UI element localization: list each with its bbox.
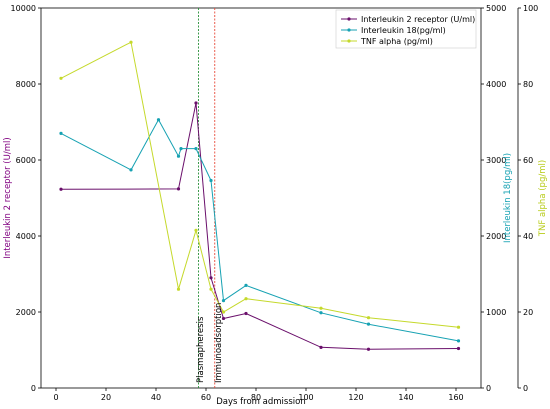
left-axis: 0 2000 4000 6000 8000 10000 — [11, 4, 41, 393]
legend: Interleukin 2 receptor (U/ml) Interleuki… — [335, 9, 477, 49]
plot-frame — [40, 7, 482, 389]
series-point-2 — [59, 76, 63, 80]
x-tick-label: 140 — [398, 393, 413, 402]
interleukin18-axis: 0 1000 2000 3000 4000 5000 — [481, 4, 506, 393]
series-point-1 — [194, 147, 198, 151]
series-point-0 — [244, 311, 248, 316]
x-tick-label: 100 — [298, 393, 313, 402]
left-axis-title: Interleukin 2 receptor (U/ml) — [3, 137, 13, 258]
series-point-1 — [209, 178, 213, 183]
left-tick-label: 0 — [31, 384, 36, 393]
x-tick-label: 80 — [251, 393, 261, 402]
series-point-1 — [59, 131, 63, 135]
series-point-0 — [176, 187, 181, 191]
legend-label-il2r: Interleukin 2 receptor (U/ml) — [361, 15, 475, 24]
right2-tick-label: 0 — [523, 384, 528, 393]
left-tick-label: 4000 — [16, 232, 36, 241]
series-point-1 — [366, 322, 371, 326]
right2-tick-label: 20 — [523, 308, 533, 317]
series-point-0 — [59, 187, 63, 191]
annotation-lines — [198, 8, 216, 388]
right2-axis-title: TNF alpha (pg/ml) — [538, 160, 548, 237]
series-point-1 — [456, 339, 461, 343]
left-tick-label: 2000 — [16, 308, 36, 317]
legend-box — [335, 9, 477, 49]
immunoadsorption-label: Immunoadsorption — [214, 303, 224, 383]
series-line-2 — [60, 41, 459, 328]
right1-tick-label: 5000 — [486, 4, 506, 13]
x-tick-label: 40 — [151, 393, 161, 402]
series-point-2 — [176, 287, 181, 291]
x-tick-label: 160 — [448, 393, 463, 402]
x-tick-label: 0 — [53, 393, 58, 402]
legend-marker-il2r — [347, 17, 351, 21]
legend-label-il18: Interleukin 18(pg/ml) — [361, 26, 446, 35]
series-point-2 — [209, 287, 213, 291]
legend-marker-tnf — [347, 39, 351, 43]
left-tick-label: 8000 — [16, 80, 36, 89]
series-point-2 — [456, 325, 461, 329]
series-point-2 — [129, 40, 133, 44]
right1-tick-label: 3000 — [486, 156, 506, 165]
right1-axis-title: Interleukin 18(pg/ml) — [503, 153, 513, 243]
series-point-1 — [221, 299, 226, 303]
series-point-1 — [176, 154, 181, 158]
series-point-1 — [179, 147, 183, 151]
series-point-1 — [129, 168, 133, 172]
x-axis: 0 20 40 60 80 100 120 140 160 — [53, 388, 464, 402]
legend-label-tnf: TNF alpha (pg/ml) — [360, 37, 433, 46]
right1-tick-label: 2000 — [486, 232, 506, 241]
series-point-0 — [456, 346, 461, 351]
left-tick-label: 10000 — [11, 4, 36, 13]
series-line-0 — [60, 102, 459, 350]
right2-tick-label: 40 — [523, 232, 533, 241]
series-point-0 — [209, 276, 213, 280]
right1-tick-label: 0 — [486, 384, 491, 393]
series-point-0 — [366, 347, 371, 351]
series-layer — [59, 40, 461, 351]
right2-tick-label: 60 — [523, 156, 533, 165]
right1-tick-label: 4000 — [486, 80, 506, 89]
series-point-2 — [319, 306, 323, 310]
x-tick-label: 120 — [348, 393, 363, 402]
series-point-2 — [194, 228, 198, 232]
series-line-1 — [60, 118, 459, 342]
tnf-alpha-axis: 0 20 40 60 80 100 — [517, 4, 538, 393]
series-point-1 — [319, 311, 323, 315]
series-point-2 — [221, 310, 226, 314]
series-point-2 — [244, 297, 248, 301]
series-point-0 — [221, 316, 226, 321]
left-tick-label: 6000 — [16, 156, 36, 165]
series-point-2 — [366, 316, 371, 320]
x-tick-label: 20 — [101, 393, 111, 402]
series-point-1 — [244, 283, 248, 287]
plasmapheresis-label: Plasmapheresis — [196, 316, 206, 383]
x-axis-title: Days from admission — [216, 397, 305, 407]
right1-tick-label: 1000 — [486, 308, 506, 317]
series-point-0 — [319, 345, 323, 349]
series-point-0 — [194, 101, 198, 105]
series-point-1 — [156, 118, 161, 122]
right2-tick-label: 80 — [523, 80, 533, 89]
legend-marker-il18 — [347, 28, 351, 32]
x-tick-label: 60 — [201, 393, 211, 402]
right2-tick-label: 100 — [523, 4, 538, 13]
